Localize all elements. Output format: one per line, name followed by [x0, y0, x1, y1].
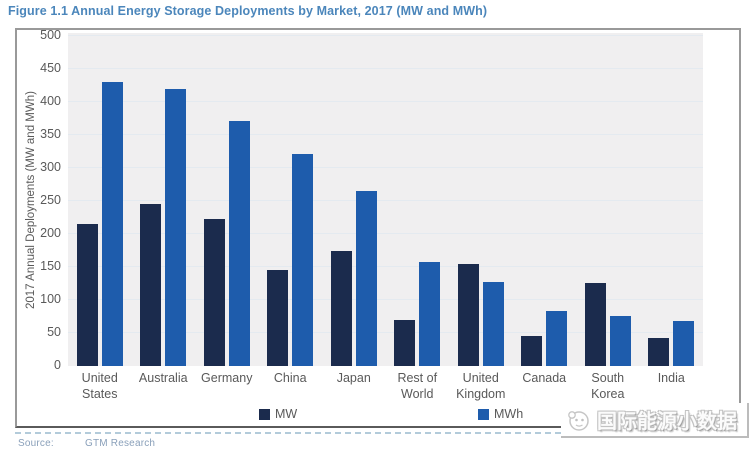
watermark: 国际能源小数据	[561, 403, 749, 438]
chart-container: 2017 Annual Deployments (MW and MWh) 0 50…	[15, 28, 741, 428]
x-label-rest-of-world: Rest of World	[397, 371, 438, 401]
mwh-legend-swatch	[478, 408, 489, 420]
bar-group-canada	[513, 33, 577, 366]
y-tick-50: 50	[47, 325, 61, 339]
bar-mw-china[interactable]	[267, 269, 289, 366]
y-tick-200: 200	[40, 226, 61, 240]
footer-divider	[15, 432, 741, 434]
gridline-150	[68, 266, 703, 267]
bar-mwh-south-korea[interactable]	[609, 315, 631, 366]
gridline-350	[68, 134, 703, 135]
x-label-united-states: United States	[81, 371, 118, 401]
bar-group-japan	[322, 33, 386, 366]
bar-group-germany	[195, 33, 259, 366]
gridline-300	[68, 167, 703, 168]
bar-mwh-united-kingdom[interactable]	[482, 281, 504, 366]
bar-group-india	[640, 33, 704, 366]
mwh-legend-label: MWh	[494, 407, 524, 421]
plot-area	[68, 33, 703, 366]
watermark-text: 国际能源小数据	[597, 411, 737, 433]
y-tick-350: 350	[40, 127, 61, 141]
y-tick-450: 450	[40, 61, 61, 75]
bar-mwh-japan[interactable]	[355, 191, 377, 366]
source-value: GTM Research	[85, 438, 156, 449]
source-row: Source: GTM Research	[18, 438, 155, 449]
mw-legend-label: MW	[275, 407, 298, 421]
bar-mw-japan[interactable]	[330, 250, 352, 366]
bar-mw-canada[interactable]	[521, 336, 543, 366]
x-label-germany: Germany	[201, 371, 253, 385]
x-label-china: China	[273, 371, 307, 385]
y-tick-250: 250	[40, 193, 61, 207]
gridline-500	[68, 35, 703, 36]
gridline-50	[68, 332, 703, 333]
gridline-450	[68, 68, 703, 69]
bar-mw-india[interactable]	[648, 338, 670, 366]
bar-mw-germany[interactable]	[203, 219, 225, 366]
bar-mw-united-states[interactable]	[76, 224, 98, 366]
x-label-japan: Japan	[336, 371, 371, 385]
bar-mwh-germany[interactable]	[228, 121, 250, 366]
legend-item-mw: MW	[259, 407, 297, 421]
legend-item-mwh: MWh	[478, 407, 523, 421]
bar-group-south-korea	[576, 33, 640, 366]
y-tick-500: 500	[40, 28, 61, 42]
bar-mwh-united-states[interactable]	[101, 82, 123, 366]
bar-group-united-kingdom	[449, 33, 513, 366]
y-tick-0: 0	[54, 358, 61, 372]
y-tick-300: 300	[40, 160, 61, 174]
x-label-india: India	[657, 371, 685, 385]
gridline-100	[68, 299, 703, 300]
y-tick-400: 400	[40, 94, 61, 108]
y-tick-150: 150	[40, 259, 61, 273]
figure-title: Figure 1.1 Annual Energy Storage Deploym…	[8, 4, 488, 18]
bar-groups	[68, 33, 703, 366]
gridline-400	[68, 101, 703, 102]
x-label-united-kingdom: United Kingdom	[456, 371, 506, 401]
bar-group-rest-of-world	[386, 33, 450, 366]
bar-mwh-china[interactable]	[292, 154, 314, 366]
watermark-mascot-icon	[568, 410, 589, 431]
x-axis-labels: United States Australia Germany China Japan Re…	[68, 370, 703, 402]
bar-mwh-australia[interactable]	[165, 88, 187, 366]
mw-legend-swatch	[259, 408, 270, 420]
bar-mw-south-korea[interactable]	[584, 282, 606, 366]
bar-mwh-india[interactable]	[673, 321, 695, 366]
bar-mwh-rest-of-world[interactable]	[419, 262, 441, 366]
bar-mw-rest-of-world[interactable]	[394, 319, 416, 366]
x-label-canada: Canada	[522, 371, 567, 385]
bar-group-china	[259, 33, 323, 366]
bar-mwh-canada[interactable]	[546, 310, 568, 366]
bar-mw-australia[interactable]	[140, 203, 162, 366]
y-tick-100: 100	[40, 292, 61, 306]
bar-mw-united-kingdom[interactable]	[457, 263, 479, 366]
source-label: Source:	[18, 438, 54, 449]
gridline-250	[68, 200, 703, 201]
gridline-200	[68, 233, 703, 234]
x-label-australia: Australia	[138, 371, 188, 385]
bar-group-australia	[132, 33, 196, 366]
bar-group-united-states	[68, 33, 132, 366]
x-label-south-korea: South Korea	[591, 371, 625, 401]
